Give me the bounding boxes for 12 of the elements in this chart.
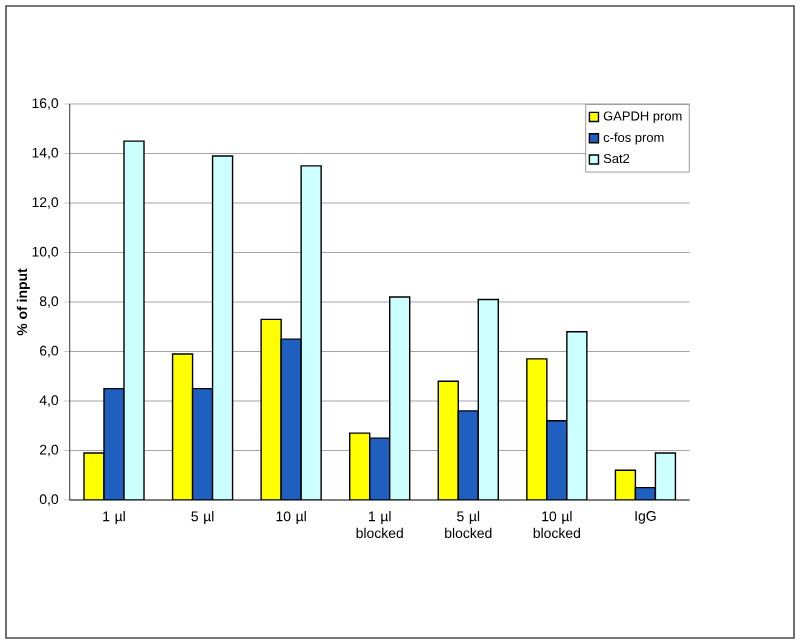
bar — [171, 353, 194, 500]
bar — [349, 432, 371, 500]
bar — [457, 410, 479, 500]
bar — [123, 140, 145, 500]
bar — [654, 452, 677, 500]
bar — [211, 155, 234, 500]
bar — [437, 380, 459, 500]
bar — [191, 387, 214, 500]
bar — [369, 437, 391, 500]
bar — [477, 298, 499, 500]
bar — [389, 296, 411, 500]
bar — [614, 469, 637, 500]
